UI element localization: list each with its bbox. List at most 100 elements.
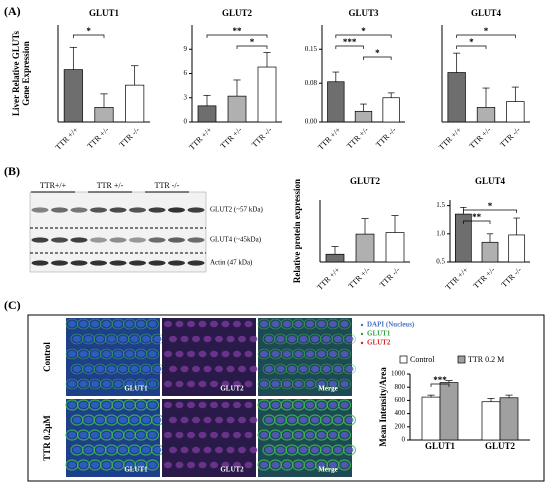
cell-nucleus (203, 446, 212, 454)
cell-nucleus (91, 320, 99, 328)
cell-nucleus (84, 416, 93, 424)
bar (506, 101, 525, 123)
cell-nucleus (125, 380, 134, 388)
cell-nucleus (299, 416, 308, 424)
cell-nucleus (317, 431, 326, 439)
cell-nucleus (119, 365, 127, 373)
cell-nucleus (102, 380, 111, 388)
blot-band (51, 260, 68, 266)
cell-nucleus (96, 365, 104, 373)
cell-membrane (338, 378, 351, 390)
cell-membrane (308, 363, 322, 375)
cell-nucleus (125, 320, 134, 328)
cell-nucleus (329, 380, 337, 388)
cell-membrane (257, 318, 271, 330)
significance-bracket (335, 45, 364, 49)
cell-nucleus (79, 401, 88, 409)
cell-nucleus (249, 365, 258, 373)
cell-membrane (331, 333, 345, 345)
cell-nucleus (238, 446, 246, 454)
cell-membrane (146, 348, 159, 360)
cell-membrane (146, 318, 159, 330)
cell-nucleus (187, 401, 195, 409)
cell-nucleus (84, 365, 93, 373)
lane-label: TTR+/+ (40, 181, 67, 190)
cell-membrane (303, 378, 317, 390)
cell-nucleus (198, 350, 207, 358)
cell-nucleus (130, 365, 139, 373)
cell-nucleus (119, 335, 127, 343)
x-tick-label: TTR -/- (374, 125, 398, 149)
cell-nucleus (306, 461, 314, 469)
cell-nucleus (73, 416, 81, 424)
panel-label: (A) (4, 4, 21, 18)
x-tick-label: GLUT2 (485, 441, 516, 451)
cell-nucleus (203, 365, 212, 373)
bar (499, 397, 519, 441)
cell-nucleus (233, 431, 241, 439)
cell-nucleus (164, 380, 172, 388)
cell-nucleus (119, 446, 127, 454)
cell-membrane (262, 333, 276, 345)
cell-nucleus (271, 350, 280, 358)
lane-label: TTR -/- (155, 181, 180, 190)
cell-membrane (88, 348, 102, 360)
cell-membrane (292, 318, 305, 330)
cell-nucleus (107, 365, 116, 373)
x-tick-label: TTR +/+ (437, 125, 464, 152)
cell-membrane (338, 318, 351, 330)
cell-nucleus (226, 365, 235, 373)
cell-membrane (280, 378, 294, 390)
cell-membrane (297, 333, 310, 345)
cell-nucleus (125, 431, 134, 439)
cell-membrane (70, 363, 84, 375)
cell-nucleus (260, 461, 268, 469)
band-label: Actin (47 kDa) (210, 259, 253, 267)
cell-membrane (274, 333, 287, 345)
cell-membrane (139, 333, 153, 345)
cell-nucleus (198, 461, 207, 469)
cell-membrane (262, 363, 276, 375)
cell-nucleus (148, 461, 157, 469)
blot-band (129, 237, 146, 243)
cell-nucleus (244, 401, 253, 409)
cell-membrane (111, 318, 125, 330)
cell-nucleus (322, 446, 331, 454)
cell-nucleus (210, 380, 218, 388)
chart-title: GLUT2 (350, 176, 381, 186)
cell-nucleus (114, 380, 122, 388)
cell-membrane (269, 378, 282, 390)
cell-membrane (123, 378, 136, 390)
cell-membrane (134, 348, 148, 360)
x-tick-label: TTR +/- (347, 265, 372, 290)
micrograph-label: GLUT1 (124, 466, 148, 474)
y-tick-label: 0.15 (305, 45, 318, 53)
cell-membrane (123, 348, 136, 360)
x-tick-label: TTR +/- (219, 125, 244, 150)
cell-nucleus (294, 431, 303, 439)
chart-title: GLUT3 (348, 8, 379, 18)
cell-nucleus (283, 320, 291, 328)
bar (382, 97, 400, 123)
cell-membrane (303, 318, 317, 330)
cell-nucleus (153, 365, 162, 373)
significance-bracket (236, 45, 268, 49)
y-tick-label: 1.5 (436, 201, 445, 209)
bar (327, 81, 345, 123)
cell-nucleus (102, 350, 111, 358)
band-label: GLUT2 (~57 kDa) (210, 206, 263, 214)
cell-nucleus (210, 320, 218, 328)
cell-membrane (326, 348, 340, 360)
significance-bracket (456, 34, 516, 38)
cell-nucleus (244, 461, 253, 469)
cell-nucleus (187, 350, 195, 358)
cell-nucleus (329, 350, 337, 358)
band-label: GLUT4 (~45kDa) (210, 236, 262, 244)
y-tick-label: 0.5 (436, 258, 445, 266)
cell-membrane (280, 348, 294, 360)
cell-nucleus (334, 335, 342, 343)
cell-nucleus (317, 320, 326, 328)
cell-membrane (77, 378, 90, 390)
bar (257, 66, 277, 123)
cell-nucleus (192, 335, 200, 343)
